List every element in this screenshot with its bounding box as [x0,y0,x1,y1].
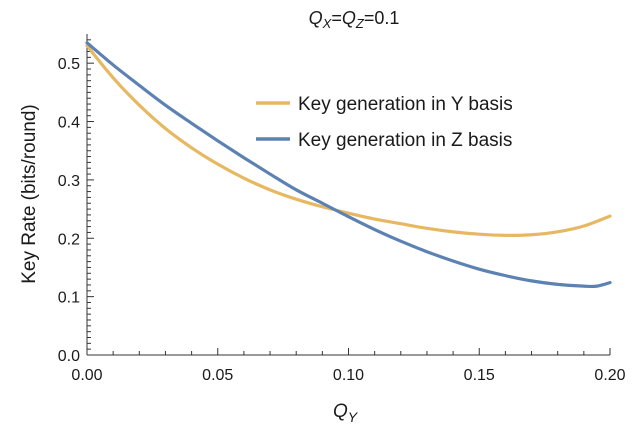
x-tick-label: 0.15 [464,367,495,384]
legend-label-y-basis: Key generation in Y basis [298,94,513,115]
y-tick-label: 0.2 [58,231,80,248]
chart-title-part: = [331,8,342,28]
legend-item-y-basis: Key generation in Y basis [256,94,513,115]
chart-title-part: Q [309,8,323,28]
x-tick-label: 0.00 [71,367,102,384]
legend: Key generation in Y basis Key generation… [256,94,513,151]
series-layer [85,41,612,289]
y-ticks: 0.0 0.1 0.2 0.3 0.4 0.5 [58,39,94,365]
x-axis-title-main: Q [333,401,348,422]
y-tick-label: 0.3 [58,173,80,190]
y-tick-label: 0.1 [58,290,80,307]
legend-label-z-basis: Key generation in Z basis [298,130,512,151]
legend-item-z-basis: Key generation in Z basis [256,130,512,151]
chart-title-part: Z [355,16,365,31]
x-tick-label: 0.20 [594,367,625,384]
x-axis-title: QY [333,401,359,425]
x-axis-title-sub: Y [348,409,359,425]
series-line-y-basis [85,44,612,237]
chart-title-part: Q [342,8,356,28]
y-axis-title: Key Rate (bits/round) [19,104,40,284]
x-ticks: 0.00 0.05 0.10 0.15 0.20 [71,348,626,384]
series-line-z-basis [85,41,612,289]
chart-title: QX=QZ=0.1 [309,8,400,31]
chart-title-part: =0.1 [364,8,400,28]
axes [86,34,610,356]
x-tick-label: 0.05 [202,367,233,384]
y-tick-label: 0.4 [58,115,80,132]
y-tick-label: 0.5 [58,56,80,73]
y-tick-label: 0.0 [58,348,80,365]
x-tick-label: 0.10 [333,367,364,384]
chart-title-part: X [322,16,333,31]
